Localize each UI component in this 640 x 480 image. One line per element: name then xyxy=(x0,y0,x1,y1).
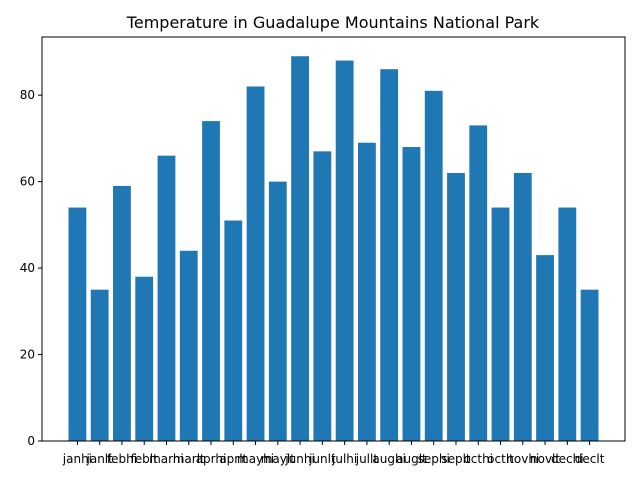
x-tick-label: julhi xyxy=(331,452,357,466)
x-tick-label: jullt xyxy=(355,452,379,466)
bar-novlt xyxy=(536,255,554,441)
bar-novhi xyxy=(513,172,532,441)
x-tick-label: auglt xyxy=(396,452,427,466)
x-tick-label: junhi xyxy=(284,452,314,466)
bar-sephi xyxy=(424,90,443,442)
bar-seplt xyxy=(447,172,465,441)
bar-janhi xyxy=(68,207,87,441)
bars-group xyxy=(68,56,599,442)
bar-marhi xyxy=(157,155,176,441)
y-tick-label: 20 xyxy=(20,348,35,362)
x-tick-label: seplt xyxy=(441,452,471,466)
y-tick-label: 60 xyxy=(20,175,35,189)
bar-feblt xyxy=(135,276,154,441)
x-tick-label: feblt xyxy=(131,452,159,466)
x-tick-label: janhi xyxy=(62,452,92,466)
y-axis-ticks: 0 20 40 60 80 xyxy=(20,88,42,448)
bar-aprhi xyxy=(202,121,220,442)
bar-auglt xyxy=(402,147,421,442)
bar-jullt xyxy=(357,142,376,441)
bar-declt xyxy=(580,289,599,441)
bar-junlt xyxy=(313,151,332,441)
y-tick-label: 0 xyxy=(27,434,35,448)
bar-julhi xyxy=(335,60,354,441)
bar-febhi xyxy=(113,185,131,441)
y-tick-label: 80 xyxy=(20,88,35,102)
bar-marlt xyxy=(179,250,198,441)
x-tick-label: dechi xyxy=(551,452,584,466)
bar-junhi xyxy=(291,56,310,441)
bar-octlt xyxy=(491,207,510,441)
y-tick-label: 40 xyxy=(20,261,35,275)
bar-dechi xyxy=(558,207,577,441)
bar-aughi xyxy=(380,69,399,442)
x-tick-label: maylt xyxy=(261,452,295,466)
x-tick-label: febhi xyxy=(107,452,137,466)
x-tick-label: declt xyxy=(575,452,605,466)
x-tick-label: marlt xyxy=(173,452,205,466)
x-tick-label: octhi xyxy=(463,452,493,466)
x-tick-label: sephi xyxy=(418,452,450,466)
x-tick-label: novlt xyxy=(530,452,560,466)
x-tick-label: marhi xyxy=(149,452,184,466)
x-tick-label: octlt xyxy=(487,452,514,466)
x-tick-label: junlt xyxy=(308,452,336,466)
bar-maylt xyxy=(268,181,287,441)
x-tick-label: janlt xyxy=(86,452,114,466)
x-tick-label: novhi xyxy=(506,452,539,466)
chart-title: Temperature in Guadalupe Mountains Natio… xyxy=(126,13,540,32)
x-axis-ticks: janhijanltfebhifebltmarhimarltaprhiaprlt… xyxy=(62,441,605,466)
axes-frame xyxy=(41,36,626,442)
bar-aprlt xyxy=(224,220,243,441)
x-tick-label: aprlt xyxy=(219,452,247,466)
bar-janlt xyxy=(90,289,109,441)
bar-octhi xyxy=(469,125,488,441)
x-tick-label: aprhi xyxy=(196,452,227,466)
x-tick-label: mayhi xyxy=(237,452,274,466)
bar-mayhi xyxy=(246,86,265,441)
x-tick-label: aughi xyxy=(372,452,406,466)
